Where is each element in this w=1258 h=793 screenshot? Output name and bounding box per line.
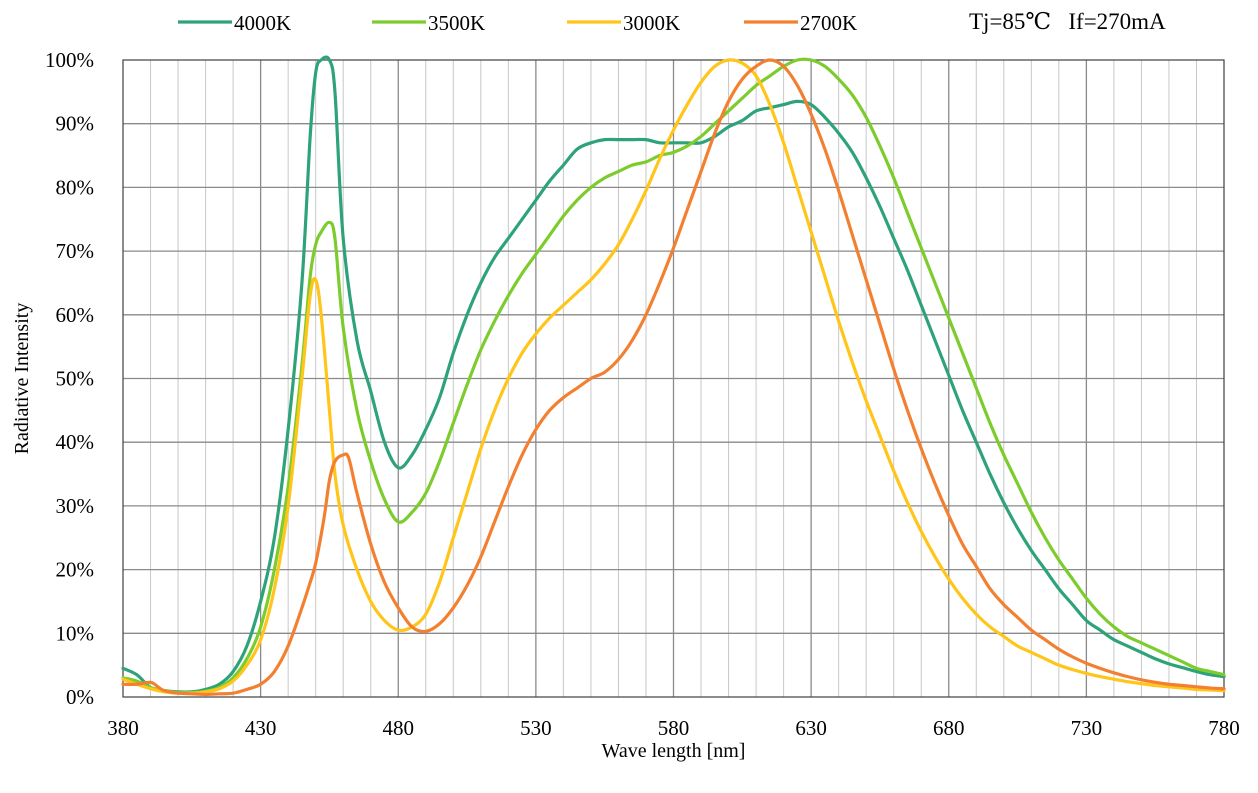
y-tick-label: 100% xyxy=(45,48,94,72)
x-tick-label: 780 xyxy=(1208,716,1240,740)
y-tick-label: 20% xyxy=(56,558,95,582)
y-tick-label: 70% xyxy=(56,239,95,263)
y-tick-label: 10% xyxy=(56,621,95,645)
y-tick-label: 50% xyxy=(56,367,95,391)
x-axis-tick-labels: 380 430 480 530 580 630 680 730 780 xyxy=(107,716,1240,740)
series-line-2700K xyxy=(121,58,1226,697)
x-tick-label: 730 xyxy=(1071,716,1103,740)
series-lines xyxy=(121,55,1226,697)
legend: 4000K 3500K 3000K 2700K xyxy=(178,11,857,35)
legend-label-4000K: 4000K xyxy=(234,11,291,35)
y-tick-label: 0% xyxy=(66,685,94,709)
test-conditions-annotation: Tj=85℃ If=270mA xyxy=(969,9,1166,34)
y-tick-label: 90% xyxy=(56,112,95,136)
y-tick-label: 60% xyxy=(56,303,95,327)
y-axis-title: Radiative Intensity xyxy=(11,303,33,455)
series-line-3000K xyxy=(121,58,1226,695)
x-tick-label: 630 xyxy=(795,716,827,740)
x-tick-label: 380 xyxy=(107,716,139,740)
series-line-4000K xyxy=(121,55,1226,694)
x-tick-label: 530 xyxy=(520,716,552,740)
y-axis-tick-labels: 0% 10% 20% 30% 40% 50% 60% 70% 80% 90% 100% xyxy=(45,48,94,709)
x-axis-title: Wave length [nm] xyxy=(602,740,746,762)
legend-label-3000K: 3000K xyxy=(623,11,680,35)
x-tick-label: 430 xyxy=(245,716,277,740)
major-grid xyxy=(123,60,1224,697)
y-tick-label: 40% xyxy=(56,430,95,454)
legend-label-2700K: 2700K xyxy=(800,11,857,35)
x-tick-label: 580 xyxy=(658,716,690,740)
y-tick-label: 80% xyxy=(56,175,95,199)
y-tick-label: 30% xyxy=(56,494,95,518)
plot-frame xyxy=(122,59,1225,698)
x-tick-label: 480 xyxy=(383,716,415,740)
legend-label-3500K: 3500K xyxy=(428,11,485,35)
x-tick-label: 680 xyxy=(933,716,965,740)
